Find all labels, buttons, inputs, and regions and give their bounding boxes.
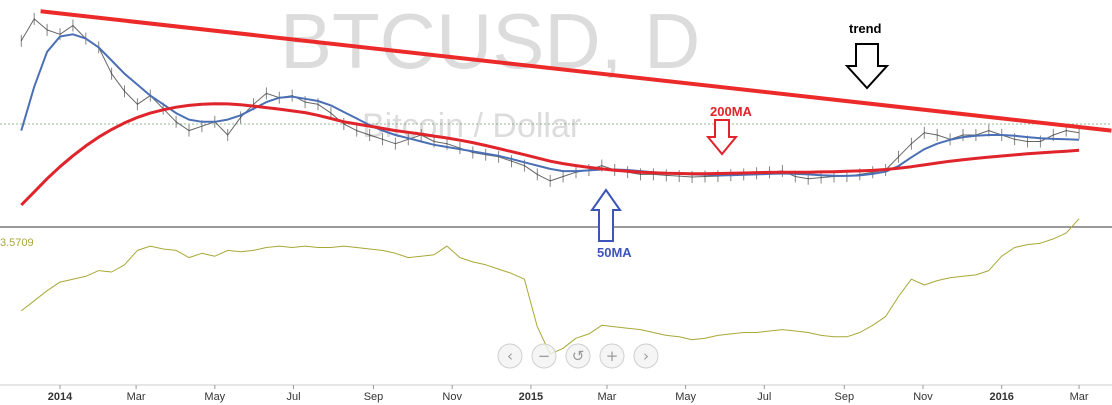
zoom-in-button-bg (599, 343, 625, 369)
x-tick-label: Mar (598, 391, 617, 403)
reset-button-bg (565, 343, 591, 369)
annotation-50ma-label: 50MA (597, 245, 632, 260)
chart-navigation: ‹ − ↺ + › (497, 343, 659, 369)
reset-icon: ↺ (572, 347, 585, 365)
x-tick-label: Sep (835, 391, 855, 403)
x-tick-label: 2015 (519, 391, 543, 403)
scroll-left-icon: ‹ (507, 347, 513, 365)
zoom-in-icon: + (606, 347, 619, 365)
scroll-right-button[interactable]: › (633, 343, 659, 369)
x-tick-label: 2014 (48, 391, 73, 403)
watermark-symbol: BTCUSD, D (280, 0, 700, 85)
x-tick-label: Jul (286, 391, 300, 403)
x-tick-label: Nov (442, 391, 462, 403)
series-layer (20, 9, 1112, 355)
up-arrow-icon (590, 188, 622, 242)
x-tick-label: May (675, 391, 696, 403)
annotation-trend: trend (844, 21, 890, 90)
x-tick-label: Mar (127, 391, 146, 403)
scroll-left-button[interactable]: ‹ (497, 343, 523, 369)
annotation-50ma: 50MA (590, 188, 632, 260)
zoom-in-button[interactable]: + (599, 343, 625, 369)
x-tick-label: Nov (913, 391, 933, 403)
x-tick-label: Jul (757, 391, 771, 403)
annotation-trend-label: trend (849, 21, 882, 36)
annotation-200ma-label: 200MA (710, 104, 753, 119)
zoom-out-icon: − (538, 347, 551, 365)
zoom-out-button[interactable]: − (531, 343, 557, 369)
lower-pane-value: 3.5709 (0, 237, 34, 249)
x-axis-ticks: 2014 Mar May Jul Sep Nov 2015 Mar May Jul Sep Nov 20… (48, 385, 1089, 403)
series-line-lower (20, 218, 1080, 355)
down-arrow-icon (844, 43, 890, 90)
watermark-subtitle: Bitcoin / Dollar (362, 107, 581, 145)
down-arrow-icon (705, 119, 739, 156)
x-tick-label: May (204, 391, 225, 403)
zoom-out-button-bg (531, 343, 557, 369)
scroll-right-icon: › (643, 347, 649, 365)
x-tick-label: Mar (1070, 391, 1089, 403)
series-line-trendline (40, 9, 1112, 133)
annotation-200ma: 200MA (705, 104, 753, 156)
scroll-left-button-bg (497, 343, 523, 369)
x-tick-label: 2016 (989, 391, 1013, 403)
x-tick-label: Sep (364, 391, 384, 403)
series-line-ma200 (20, 102, 1080, 207)
series-line-ma50 (20, 33, 1080, 177)
scroll-right-button-bg (633, 343, 659, 369)
reset-button[interactable]: ↺ (565, 343, 591, 369)
